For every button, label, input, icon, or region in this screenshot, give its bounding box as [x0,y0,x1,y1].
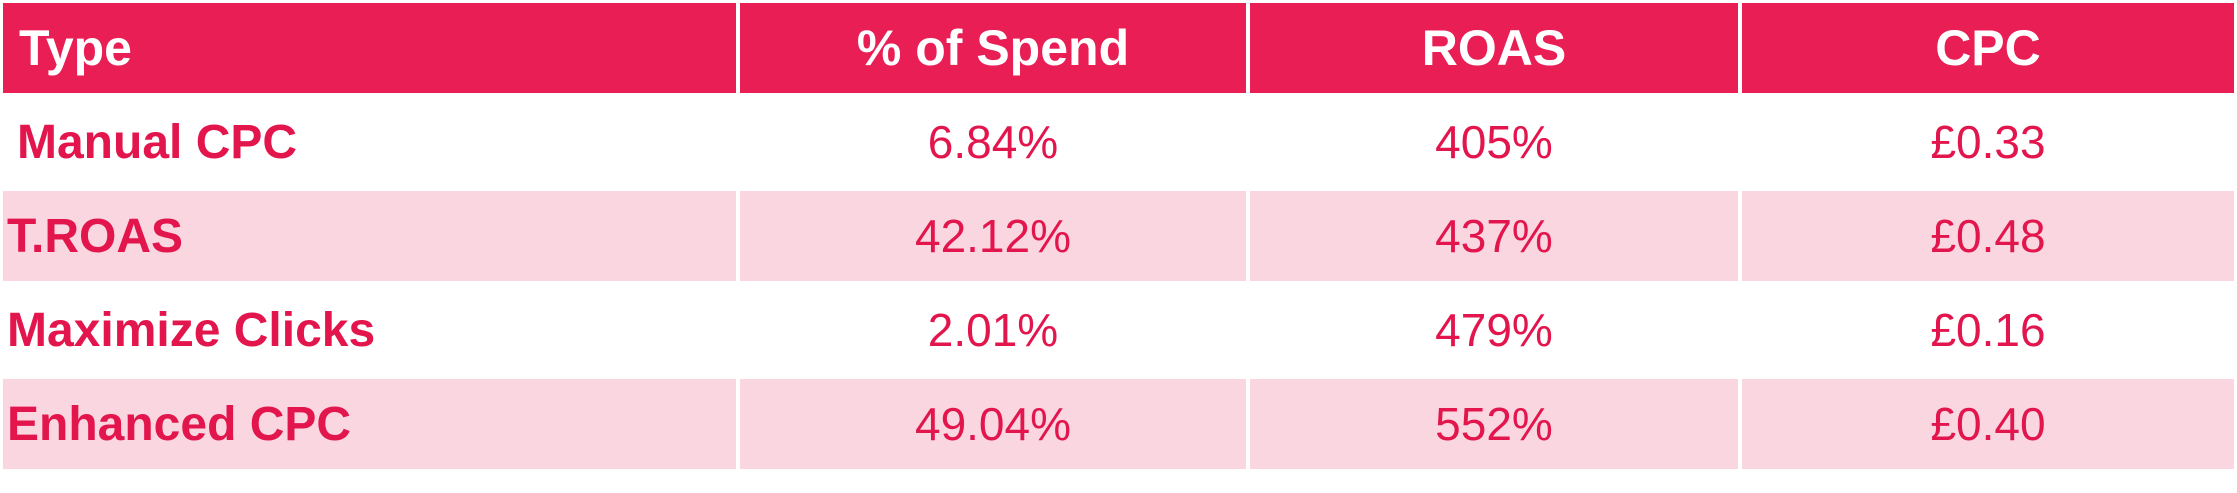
row-label: T.ROAS [3,191,736,281]
roas-cell: 479% [1250,285,1738,375]
column-header-roas: ROAS [1250,3,1738,93]
table-row: Maximize Clicks 2.01% 479% £0.16 [3,285,2234,375]
column-header-type: Type [3,3,736,93]
campaign-type-table-container: Type % of Spend ROAS CPC Manual CPC 6.84… [3,3,2234,469]
cpc-cell: £0.40 [1742,379,2234,469]
cpc-cell: £0.33 [1742,97,2234,187]
column-header-cpc: CPC [1742,3,2234,93]
table-row: Manual CPC 6.84% 405% £0.33 [3,97,2234,187]
row-label: Enhanced CPC [3,379,736,469]
table-body: Manual CPC 6.84% 405% £0.33 T.ROAS 42.12… [3,97,2234,469]
roas-cell: 552% [1250,379,1738,469]
spend-cell: 49.04% [740,379,1246,469]
cpc-cell: £0.16 [1742,285,2234,375]
cpc-cell: £0.48 [1742,191,2234,281]
table-row: Enhanced CPC 49.04% 552% £0.40 [3,379,2234,469]
header-row: Type % of Spend ROAS CPC [3,3,2234,93]
table-header: Type % of Spend ROAS CPC [3,3,2234,93]
spend-cell: 2.01% [740,285,1246,375]
roas-cell: 437% [1250,191,1738,281]
column-header-spend: % of Spend [740,3,1246,93]
spend-cell: 42.12% [740,191,1246,281]
roas-cell: 405% [1250,97,1738,187]
spend-cell: 6.84% [740,97,1246,187]
campaign-type-table: Type % of Spend ROAS CPC Manual CPC 6.84… [3,3,2234,469]
row-label: Maximize Clicks [3,285,736,375]
table-row: T.ROAS 42.12% 437% £0.48 [3,191,2234,281]
row-label: Manual CPC [3,97,736,187]
